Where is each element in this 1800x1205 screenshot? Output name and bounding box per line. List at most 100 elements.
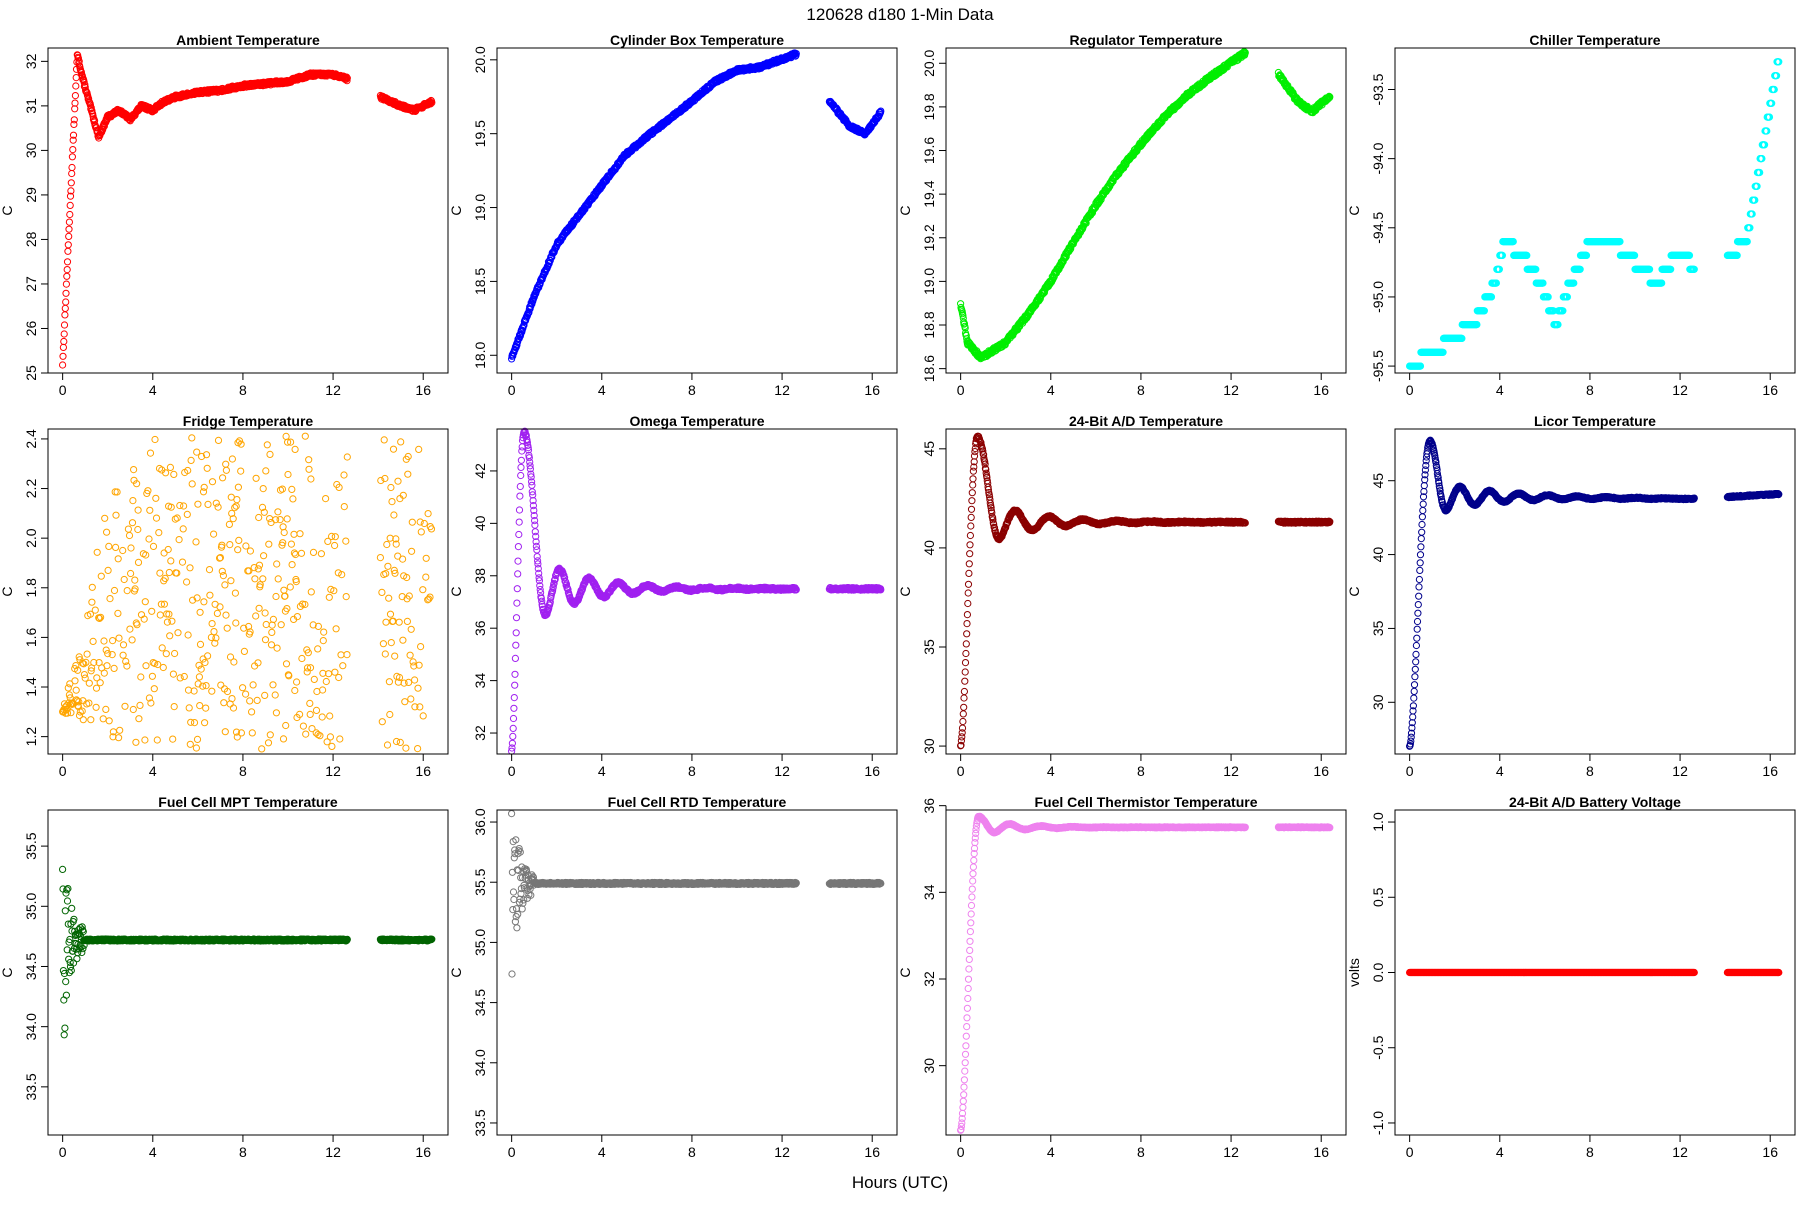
- data-point: [516, 507, 522, 513]
- data-point: [408, 696, 414, 702]
- data-point: [273, 593, 279, 599]
- data-point: [379, 719, 385, 725]
- data-point: [279, 486, 285, 492]
- data-point: [64, 267, 70, 273]
- y-tick-label: 1.8: [23, 578, 39, 598]
- data-point: [250, 682, 256, 688]
- data-point: [167, 464, 173, 470]
- y-tick-label: -95.5: [1370, 350, 1386, 382]
- data-point: [92, 607, 98, 613]
- x-tick-label: 8: [239, 382, 247, 398]
- data-point: [321, 629, 327, 635]
- data-point: [61, 338, 67, 344]
- data-point: [215, 504, 221, 510]
- data-point: [383, 619, 389, 625]
- data-point: [61, 322, 67, 328]
- data-point: [128, 570, 134, 576]
- data-point: [128, 545, 134, 551]
- data-point: [104, 663, 110, 669]
- data-points: [509, 50, 884, 362]
- x-tick-label: 12: [325, 382, 341, 398]
- data-point: [517, 483, 523, 489]
- data-point: [175, 630, 181, 636]
- data-point: [388, 640, 394, 646]
- data-point: [98, 573, 104, 579]
- data-point: [136, 716, 142, 722]
- y-tick-label: 18.8: [921, 311, 937, 338]
- data-point: [332, 542, 338, 548]
- x-tick-label: 4: [598, 382, 606, 398]
- data-points: [958, 49, 1333, 362]
- data-point: [381, 437, 387, 443]
- data-point: [66, 219, 72, 225]
- data-point: [232, 590, 238, 596]
- y-tick-label: 2.2: [23, 479, 39, 499]
- data-point: [157, 612, 163, 618]
- data-point: [197, 609, 203, 615]
- data-point: [179, 559, 185, 565]
- data-point: [261, 553, 267, 559]
- data-point: [149, 608, 155, 614]
- data-point: [275, 509, 281, 515]
- y-tick-label: -95.0: [1370, 281, 1386, 313]
- data-point: [290, 496, 296, 502]
- data-point: [512, 655, 518, 661]
- x-tick-label: 0: [508, 382, 516, 398]
- data-point: [425, 510, 431, 516]
- data-point: [267, 732, 273, 738]
- data-point: [67, 202, 73, 208]
- y-tick-label: 19.0: [472, 194, 488, 221]
- data-point: [65, 242, 71, 248]
- data-point: [281, 529, 287, 535]
- data-point: [406, 679, 412, 685]
- data-point: [224, 625, 230, 631]
- data-point: [327, 734, 333, 740]
- data-point: [187, 565, 193, 571]
- data-point: [219, 568, 225, 574]
- data-points: [60, 52, 435, 368]
- data-point: [120, 642, 126, 648]
- data-point: [205, 653, 211, 659]
- data-point: [337, 736, 343, 742]
- data-point: [174, 515, 180, 521]
- x-tick-label: 0: [59, 382, 67, 398]
- data-point: [130, 498, 136, 504]
- data-point: [273, 710, 279, 716]
- data-point: [138, 674, 144, 680]
- data-point: [184, 579, 190, 585]
- data-point: [289, 486, 295, 492]
- data-point: [193, 539, 199, 545]
- data-point: [89, 584, 95, 590]
- data-point: [298, 550, 304, 556]
- data-point: [307, 711, 313, 717]
- data-point: [169, 618, 175, 624]
- data-point: [256, 514, 262, 520]
- data-point: [88, 717, 94, 723]
- data-point: [211, 531, 217, 537]
- y-axis-label: C: [448, 586, 464, 596]
- data-point: [131, 467, 137, 473]
- data-point: [66, 226, 72, 232]
- data-point: [247, 548, 253, 554]
- data-point: [70, 147, 76, 153]
- data-point: [416, 446, 422, 452]
- data-point: [103, 706, 109, 712]
- data-point: [69, 164, 75, 170]
- data-point: [209, 479, 215, 485]
- data-point: [418, 529, 424, 535]
- data-point: [332, 534, 338, 540]
- data-point: [396, 619, 402, 625]
- data-point: [267, 516, 273, 522]
- data-point: [170, 671, 176, 677]
- data-point: [421, 520, 427, 526]
- data-point: [129, 520, 135, 526]
- x-tick-label: 4: [1496, 382, 1504, 398]
- data-point: [63, 299, 69, 305]
- x-tick-label: 0: [957, 382, 965, 398]
- data-point: [402, 699, 408, 705]
- data-point: [176, 537, 182, 543]
- data-point: [379, 589, 385, 595]
